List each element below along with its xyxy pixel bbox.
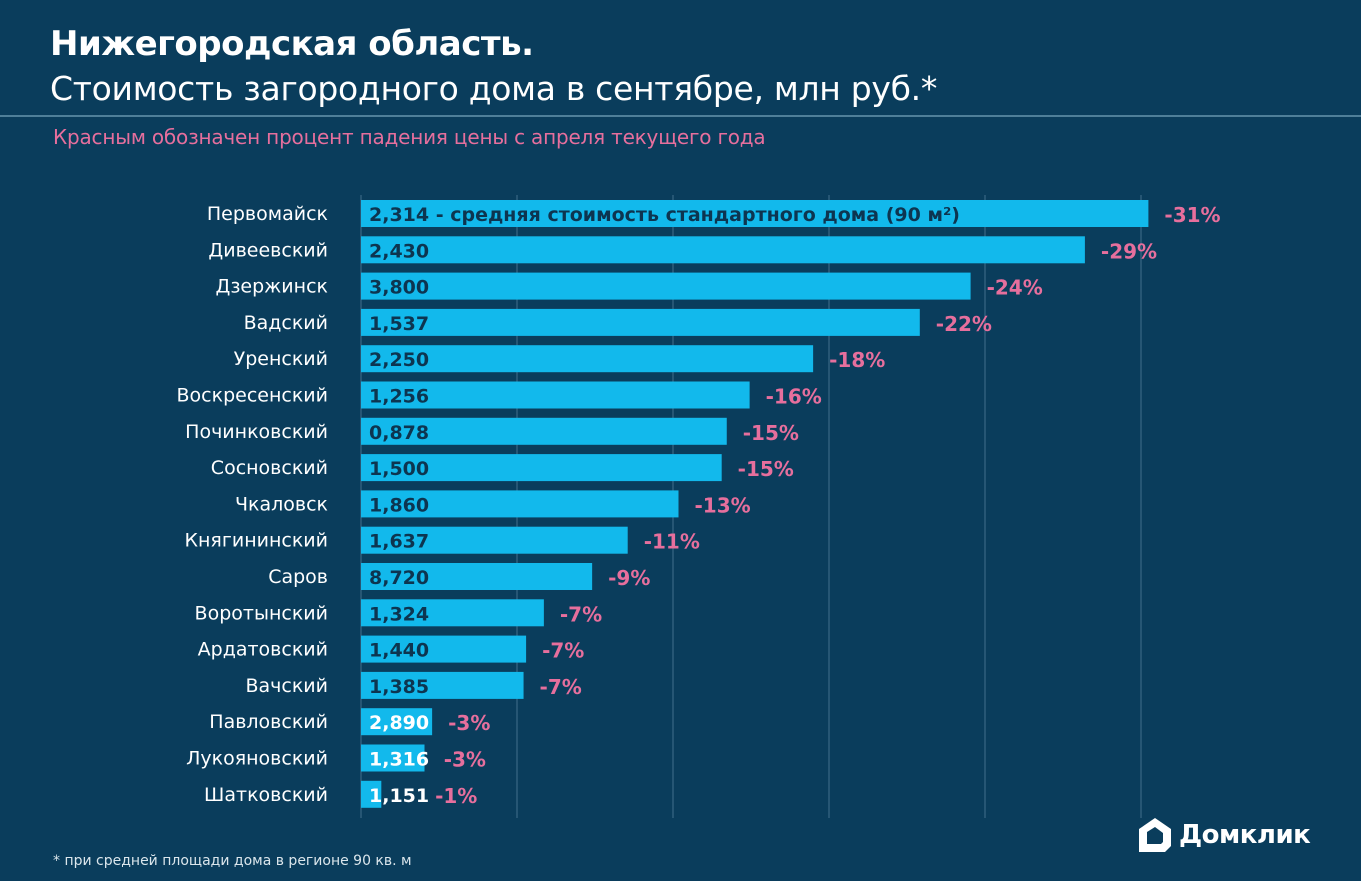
bar-row: Воротынский 1,324 -7% [195,599,602,627]
category-label: Вачский [245,675,328,697]
bar [361,381,750,409]
value-label: 1,537 [369,313,429,335]
value-label: 1,440 [369,640,429,662]
value-label: 1,324 [369,603,429,625]
bar-row: Саров 8,720 -9% [268,563,650,590]
bar [361,200,1149,227]
percent-label: -24% [987,276,1043,300]
bar [361,744,425,772]
bar [361,671,524,699]
domclick-logo: Домклик [1137,816,1311,854]
value-label: 1,385 [369,676,429,698]
percent-label: -18% [829,348,885,372]
category-label: Воротынский [195,602,328,624]
bar [361,272,971,300]
category-label: Первомайск [207,203,328,225]
bar-row: Починковский 0,878 -15% [185,417,799,445]
category-label: Ардатовский [198,639,328,661]
bar-row: Уренский 2,250 -18% [234,345,885,373]
value-label: 1,316 [369,749,429,771]
bar [361,454,722,482]
value-label: 2,250 [369,349,429,371]
header-divider [0,115,1361,117]
bar [361,635,527,663]
category-label: Саров [268,566,328,588]
chart-title-region: Нижегородская область. [50,24,534,64]
category-label: Сосновский [211,457,328,479]
value-label: 1,637 [369,531,429,553]
percent-label: -13% [695,493,751,517]
category-label: Шатковский [204,784,328,806]
value-label: 1,151 [369,785,429,807]
value-label: 2,430 [369,240,429,262]
bar-row: Шатковский 1,151 -1% [204,780,477,808]
percent-label: -3% [444,748,486,772]
percent-label: -29% [1101,239,1157,263]
bar-row: Павловский 2,890 -3% [209,708,490,736]
value-label: 2,890 [369,712,429,734]
percent-label: -16% [766,385,822,409]
bar-row: Воскресенский 1,256 -16% [176,381,822,409]
category-label: Воскресенский [176,385,328,407]
value-label: 1,860 [369,494,429,516]
percent-label: -15% [743,421,799,445]
percent-label: -22% [936,312,992,336]
chart-title: Стоимость загородного дома в сентябре, м… [50,69,938,108]
category-label: Вадский [244,312,328,334]
percent-label: -1% [435,784,477,808]
percent-label: -7% [542,639,584,663]
bar-row: Ардатовский 1,440 -7% [198,635,584,663]
category-label: Чкаловск [235,493,328,515]
bar [361,345,814,373]
bars: Первомайск 2,314 - средняя стоимость стан… [176,200,1221,808]
percent-label: -15% [738,457,794,481]
bar-row: Дивеевский 2,430 -29% [208,236,1157,264]
category-label: Лукояновский [186,748,328,770]
category-label: Починковский [185,421,328,443]
percent-label: -7% [560,602,602,626]
percent-label: -31% [1164,203,1220,227]
category-label: Дзержинск [215,276,328,298]
bar-row: Вачский 1,385 -7% [245,671,582,699]
category-label: Дивеевский [208,239,328,261]
bar [361,563,593,590]
bar [361,780,382,808]
value-label: 3,800 [369,277,429,299]
value-label: 2,314 - средняя стоимость стандартного д… [369,204,960,226]
bar-row: Вадский 1,537 -22% [244,308,992,336]
percent-label: -3% [448,711,490,735]
category-label: Княгининский [185,530,328,552]
bar [361,490,679,518]
bar-row: Первомайск 2,314 - средняя стоимость стан… [207,200,1221,227]
bar-row: Княгининский 1,637 -11% [185,526,700,554]
footnote: * при средней площади дома в регионе 90 … [53,853,412,869]
value-label: 1,256 [369,386,429,408]
bar-row: Чкаловск 1,860 -13% [235,490,751,518]
house-icon [1139,818,1171,852]
value-label: 1,500 [369,458,429,480]
bar [361,599,544,627]
category-label: Уренский [234,348,328,370]
bar [361,308,920,336]
chart-subtitle: Красным обозначен процент падения цены с… [53,125,766,149]
bar [361,417,727,445]
bar [361,526,628,554]
bar [361,708,433,736]
category-label: Павловский [209,711,328,733]
logo-text: Домклик [1179,820,1311,850]
bar-row: Сосновский 1,500 -15% [211,454,794,482]
percent-label: -7% [540,675,582,699]
percent-label: -11% [644,530,700,554]
bar-row: Лукояновский 1,316 -3% [186,744,486,772]
value-label: 0,878 [369,422,429,444]
percent-label: -9% [608,566,650,590]
value-label: 8,720 [369,567,429,589]
bar-row: Дзержинск 3,800 -24% [215,272,1043,300]
bar [361,236,1085,264]
